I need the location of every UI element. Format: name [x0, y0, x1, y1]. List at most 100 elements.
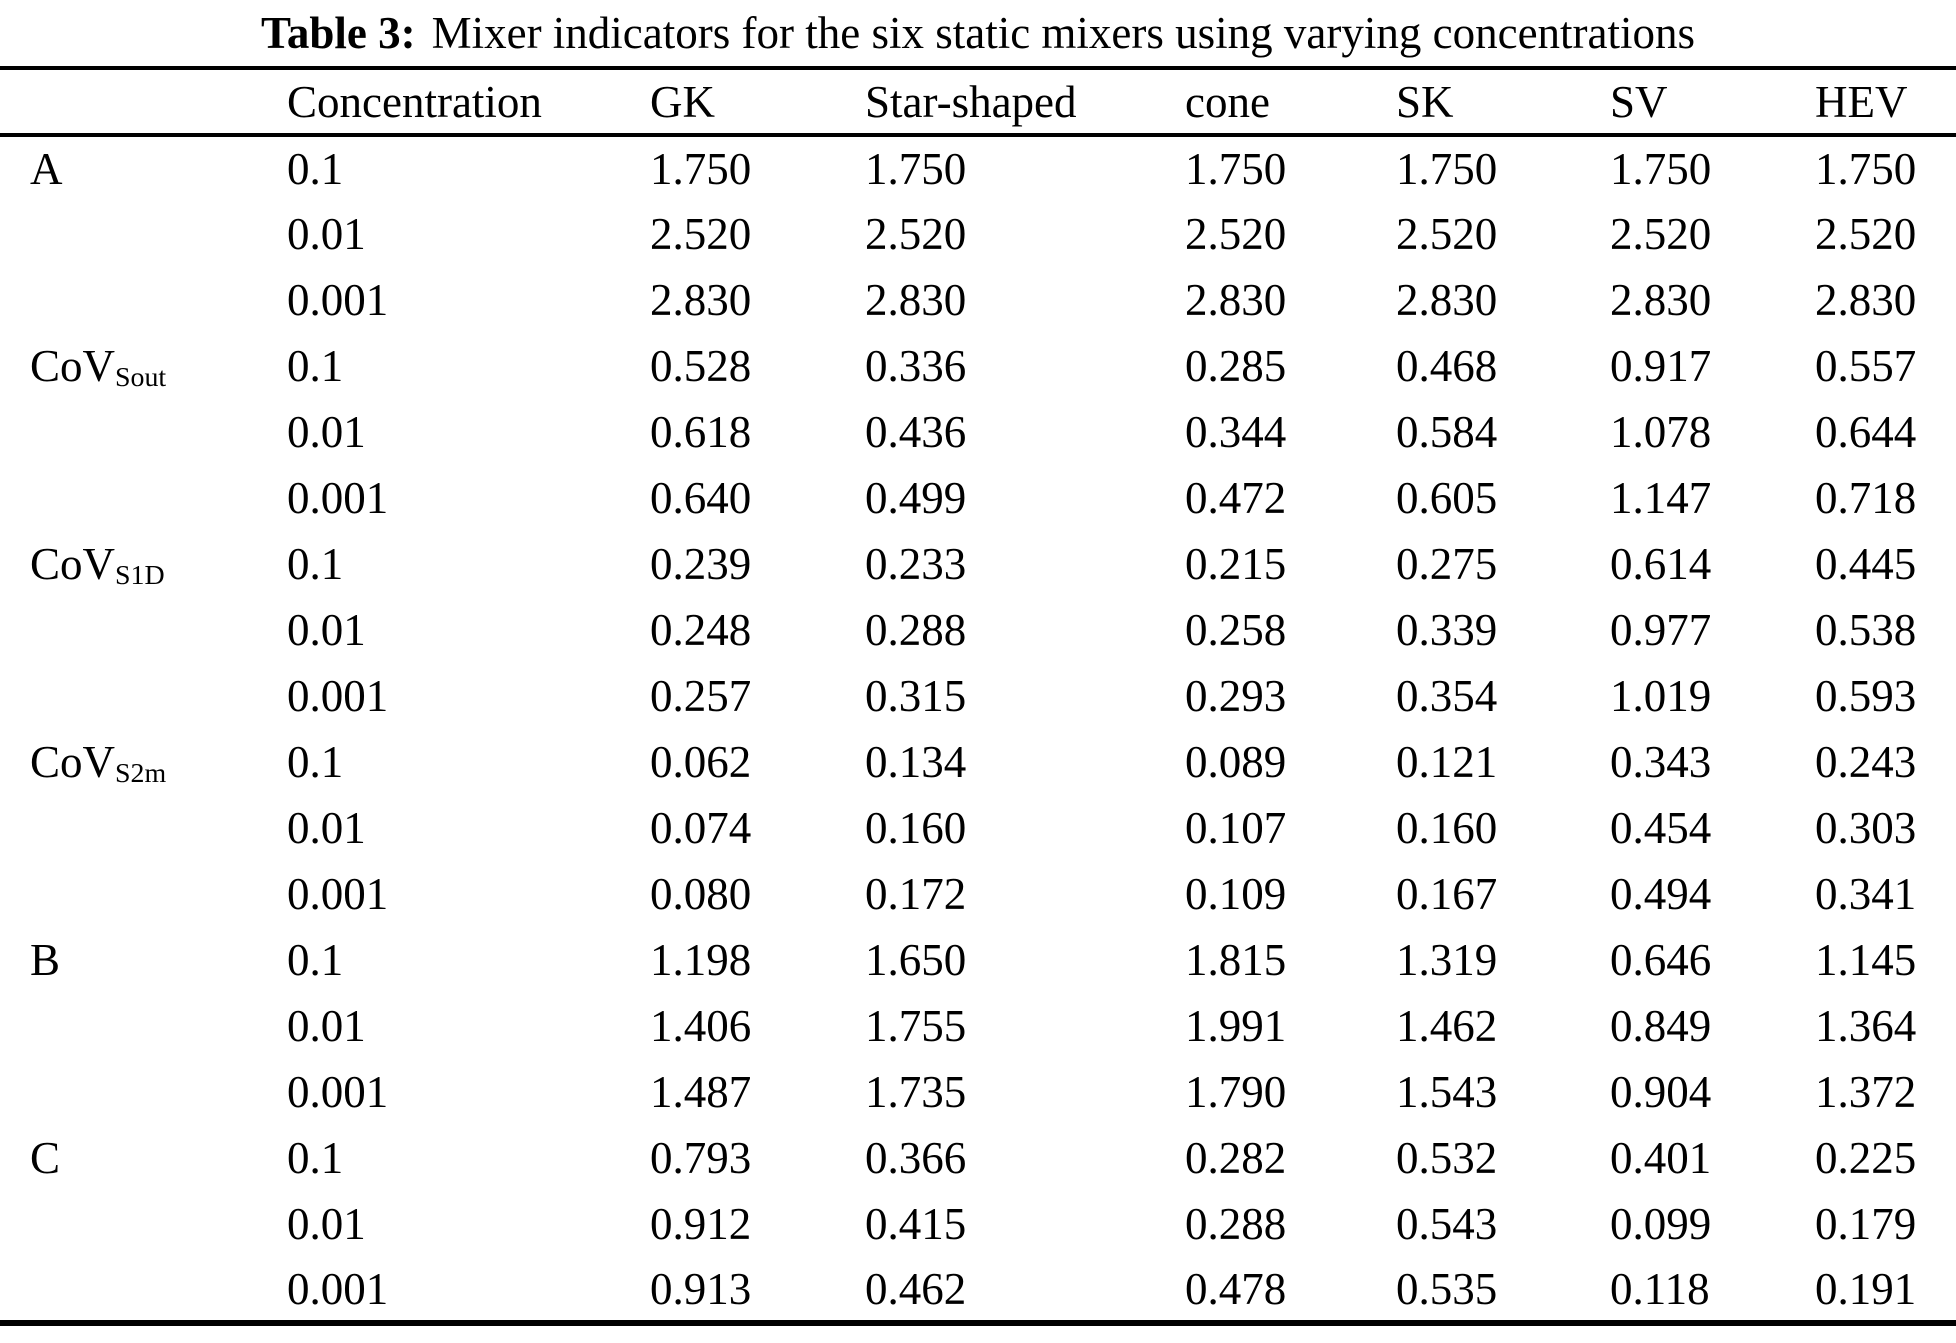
value-cell: 2.830: [1185, 275, 1287, 325]
value-cell: 0.315: [865, 671, 967, 721]
row-group-label-cell: [0, 465, 287, 531]
column-header-sk: SK: [1396, 68, 1610, 137]
value-cell: 0.285: [1185, 341, 1287, 391]
row-group-label-cell: [0, 1257, 287, 1323]
value-cell: 2.520: [650, 209, 752, 259]
row-group-label-cell: [0, 201, 287, 267]
value-cell: 0.538: [1815, 605, 1917, 655]
table-row: 0.001 1.487 1.735 1.790 1.543 0.904 1.372: [0, 1059, 1956, 1125]
concentration-cell: 0.01: [287, 1199, 366, 1249]
value-cell: 2.520: [1396, 209, 1498, 259]
value-cell: 2.520: [865, 209, 967, 259]
value-cell: 0.644: [1815, 407, 1917, 457]
value-cell: 0.462: [865, 1263, 967, 1314]
value-cell: 0.258: [1185, 605, 1287, 655]
value-cell: 1.372: [1815, 1067, 1917, 1117]
value-cell: 0.062: [650, 737, 752, 787]
value-cell: 1.487: [650, 1067, 752, 1117]
value-cell: 0.089: [1185, 737, 1287, 787]
table-row: 0.001 0.913 0.462 0.478 0.535 0.118 0.191: [0, 1257, 1956, 1323]
value-cell: 0.494: [1610, 869, 1712, 919]
table-row: 0.01 0.618 0.436 0.344 0.584 1.078 0.644: [0, 399, 1956, 465]
table-row: CoVS1D 0.1 0.239 0.233 0.215 0.275 0.614 0.445: [0, 531, 1956, 597]
concentration-cell: 0.001: [287, 869, 389, 919]
value-cell: 0.121: [1396, 737, 1498, 787]
column-header-cone: cone: [1185, 68, 1396, 137]
value-cell: 1.198: [650, 935, 752, 985]
row-group-label-cell: [0, 1059, 287, 1125]
concentration-cell: 0.01: [287, 1001, 366, 1051]
value-cell: 1.790: [1185, 1067, 1287, 1117]
row-group-label-cell: A: [0, 135, 287, 201]
row-group-label-cell: B: [0, 927, 287, 993]
value-cell: 0.454: [1610, 803, 1712, 853]
value-cell: 0.160: [1396, 803, 1498, 853]
value-cell: 0.499: [865, 473, 967, 523]
row-group-label: CoV: [30, 737, 116, 787]
column-header-concentration: Concentration: [287, 68, 650, 137]
value-cell: 0.339: [1396, 605, 1498, 655]
table-caption-number: Table 3:: [260, 8, 416, 58]
table-row: CoVS2m 0.1 0.062 0.134 0.089 0.121 0.343 0.243: [0, 729, 1956, 795]
concentration-cell: 0.1: [287, 737, 344, 787]
value-cell: 0.303: [1815, 803, 1917, 853]
value-cell: 0.445: [1815, 539, 1917, 589]
value-cell: 0.293: [1185, 671, 1287, 721]
value-cell: 0.593: [1815, 671, 1917, 721]
header-row: Concentration GK Star-shaped cone SK SV …: [0, 68, 1956, 137]
row-group-label: B: [30, 935, 61, 985]
table-row: 0.01 1.406 1.755 1.991 1.462 0.849 1.364: [0, 993, 1956, 1059]
value-cell: 0.336: [865, 341, 967, 391]
table-caption-text: Mixer indicators for the six static mixe…: [431, 8, 1696, 58]
value-cell: 0.614: [1610, 539, 1712, 589]
concentration-cell: 0.001: [287, 473, 389, 523]
row-group-label-cell: CoVS2m: [0, 729, 287, 795]
value-cell: 0.793: [650, 1133, 752, 1183]
value-cell: 0.275: [1396, 539, 1498, 589]
value-cell: 0.243: [1815, 737, 1917, 787]
value-cell: 0.436: [865, 407, 967, 457]
value-cell: 1.650: [865, 935, 967, 985]
value-cell: 1.750: [865, 144, 967, 194]
value-cell: 0.543: [1396, 1199, 1498, 1249]
row-group-label-cell: CoVS1D: [0, 531, 287, 597]
value-cell: 0.288: [865, 605, 967, 655]
row-group-label: C: [30, 1133, 61, 1183]
column-header-hev: HEV: [1815, 68, 1956, 137]
value-cell: 2.830: [650, 275, 752, 325]
value-cell: 0.341: [1815, 869, 1917, 919]
value-cell: 0.282: [1185, 1133, 1287, 1183]
value-cell: 0.646: [1610, 935, 1712, 985]
value-cell: 0.074: [650, 803, 752, 853]
value-cell: 2.520: [1185, 209, 1287, 259]
value-cell: 1.735: [865, 1067, 967, 1117]
concentration-cell: 0.001: [287, 1263, 389, 1314]
value-cell: 0.849: [1610, 1001, 1712, 1051]
value-cell: 0.118: [1610, 1263, 1710, 1314]
value-cell: 1.815: [1185, 935, 1287, 985]
value-cell: 1.462: [1396, 1001, 1498, 1051]
row-group-label-subscript: S1D: [115, 560, 165, 592]
row-group-label-cell: [0, 993, 287, 1059]
value-cell: 0.343: [1610, 737, 1712, 787]
value-cell: 0.528: [650, 341, 752, 391]
concentration-cell: 0.01: [287, 407, 366, 457]
value-cell: 1.750: [1396, 144, 1498, 194]
concentration-cell: 0.001: [287, 275, 389, 325]
row-group-label-subscript: S2m: [115, 758, 167, 790]
concentration-cell: 0.1: [287, 935, 344, 985]
table-row: 0.01 2.520 2.520 2.520 2.520 2.520 2.520: [0, 201, 1956, 267]
value-cell: 2.520: [1815, 209, 1917, 259]
table-row: 0.001 0.257 0.315 0.293 0.354 1.019 0.593: [0, 663, 1956, 729]
value-cell: 0.618: [650, 407, 752, 457]
value-cell: 1.147: [1610, 473, 1712, 523]
value-cell: 1.145: [1815, 935, 1917, 985]
table-row: 0.001 2.830 2.830 2.830 2.830 2.830 2.830: [0, 267, 1956, 333]
value-cell: 0.532: [1396, 1133, 1498, 1183]
table-row: 0.001 0.080 0.172 0.109 0.167 0.494 0.341: [0, 861, 1956, 927]
value-cell: 0.478: [1185, 1263, 1287, 1314]
value-cell: 0.225: [1815, 1133, 1917, 1183]
value-cell: 0.288: [1185, 1199, 1287, 1249]
value-cell: 2.830: [1815, 275, 1917, 325]
